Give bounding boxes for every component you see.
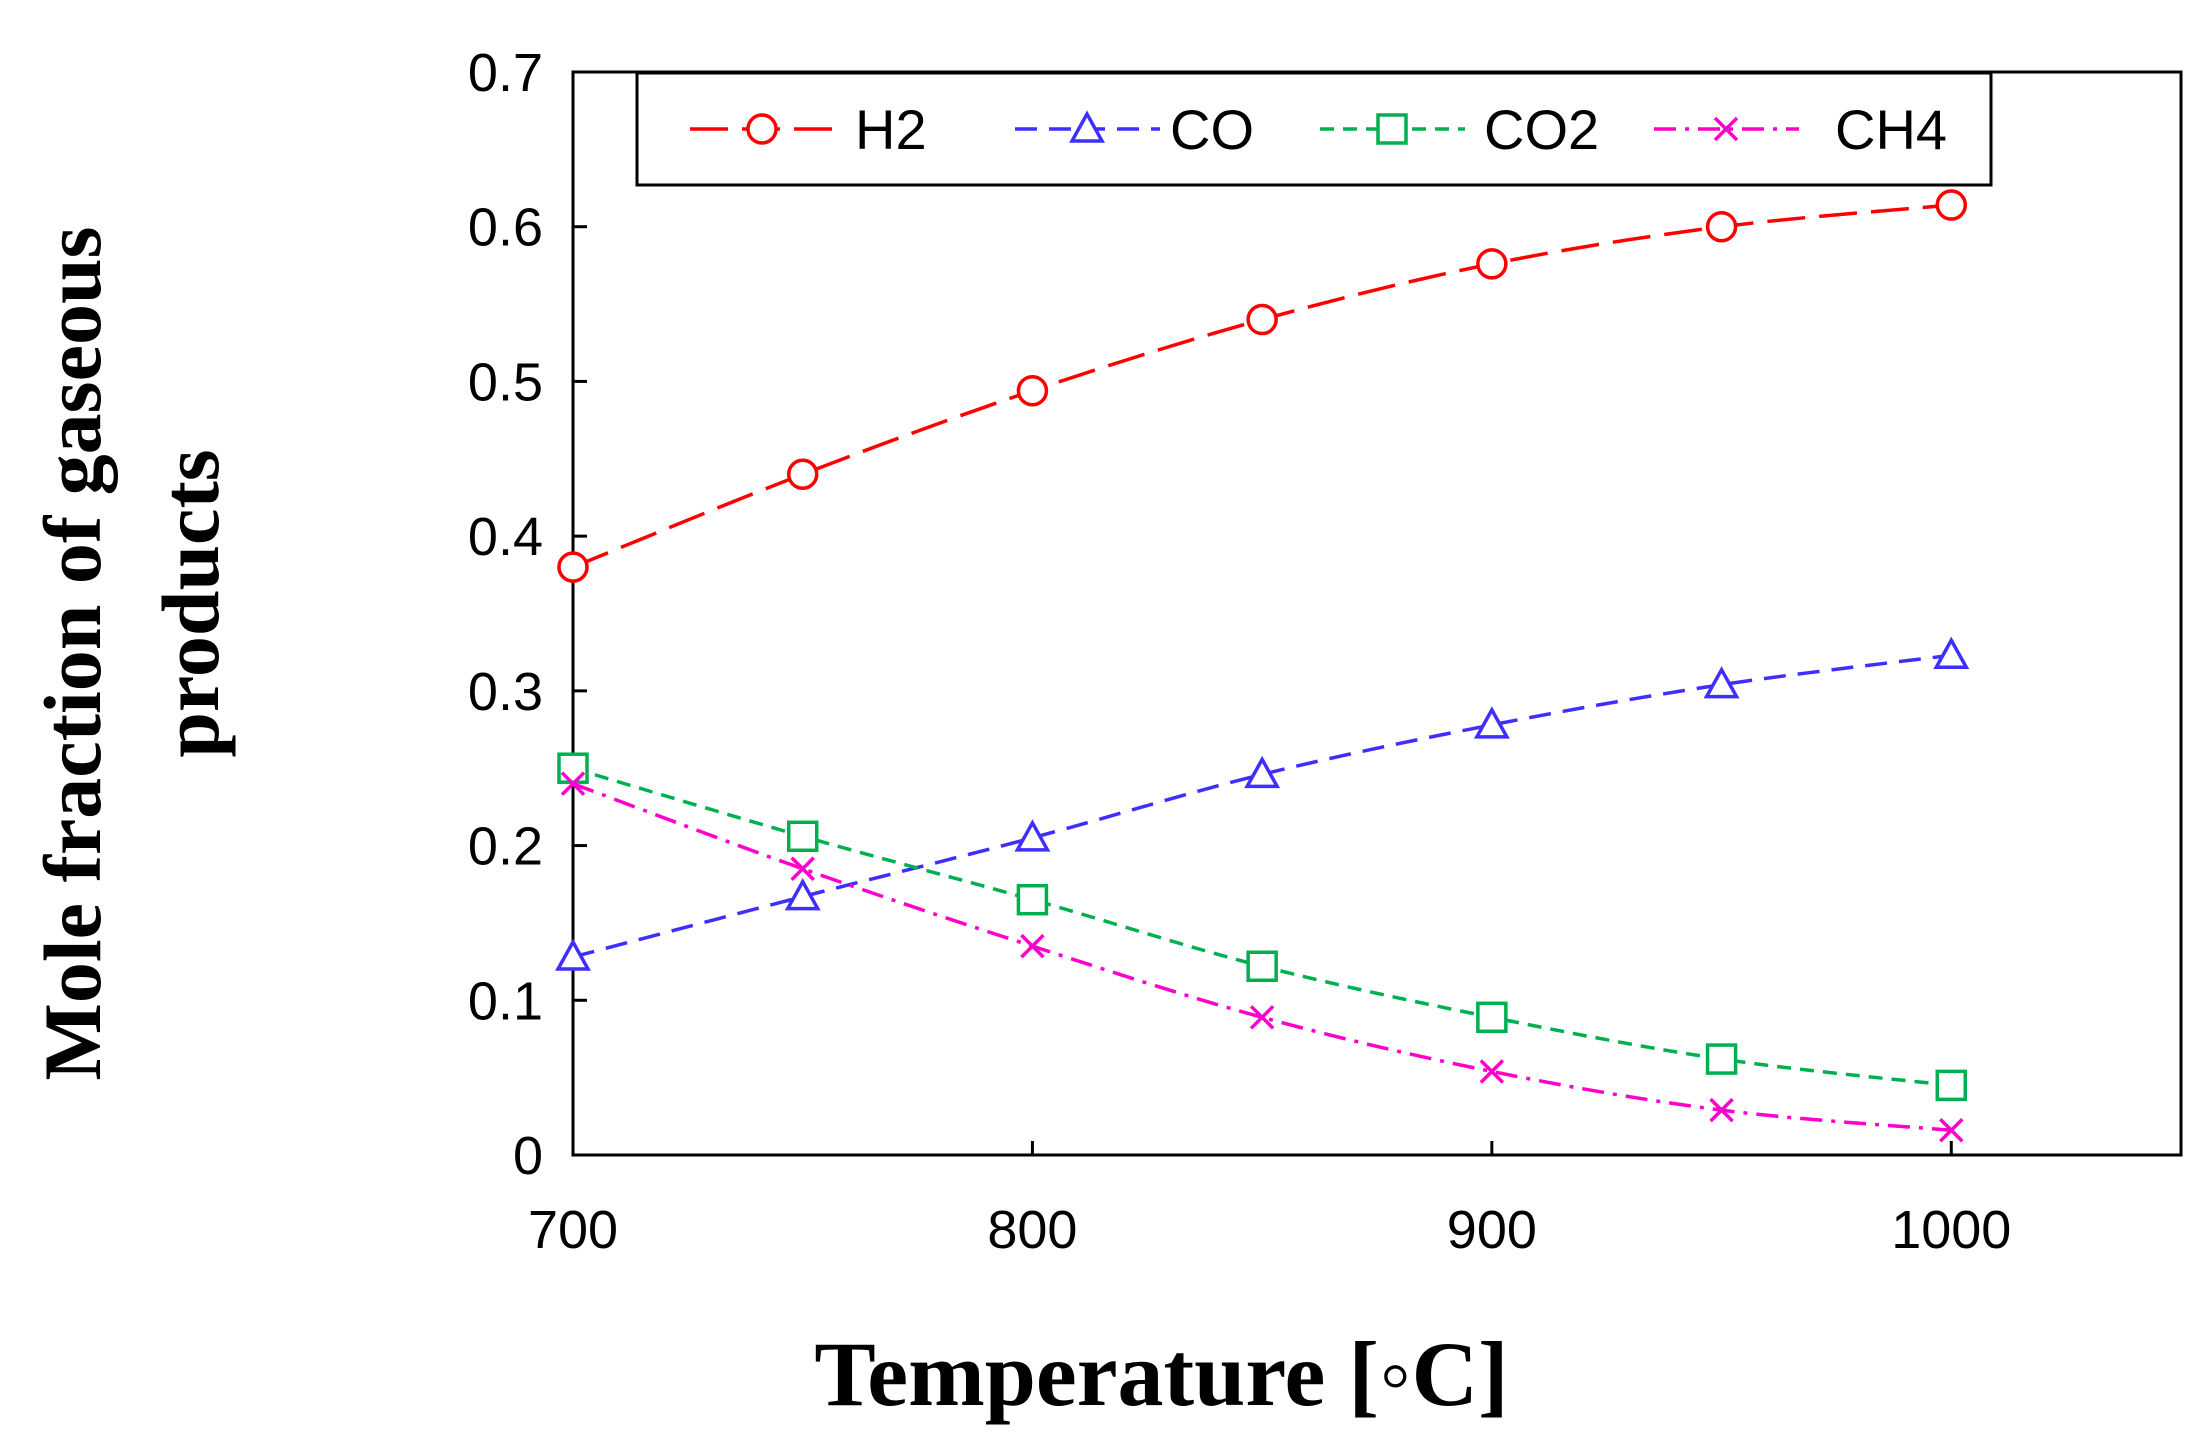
- data-point-ch4: [1709, 1097, 1734, 1123]
- legend-marker: [1069, 110, 1105, 143]
- data-point-co2: [1246, 950, 1278, 982]
- legend: H2 CO CO2 CH4: [635, 71, 1993, 187]
- series-h2: [557, 189, 1968, 583]
- data-point-ch4: [560, 771, 586, 796]
- y-tick-label: 0: [513, 1126, 543, 1186]
- data-point-co: [784, 878, 821, 911]
- data-point-ch4: [1939, 1118, 1964, 1143]
- data-point-co2: [1016, 883, 1049, 916]
- y-tick-label: 0.5: [468, 352, 543, 412]
- data-point-h2: [1935, 189, 1968, 221]
- data-point-co2: [1705, 1043, 1738, 1075]
- legend-label: CO: [1170, 98, 1254, 161]
- data-point-h2: [1705, 210, 1738, 243]
- series-ch4: [560, 771, 1964, 1143]
- data-point-h2: [786, 458, 819, 491]
- plot-layer: 0 0.1 0.2 0.3 0.4 0.5 0.6 0.7 700 800 900 1000: [468, 43, 2183, 1260]
- legend-label: CO2: [1484, 98, 1599, 161]
- data-point-ch4: [1020, 933, 1045, 959]
- data-point-co: [1933, 636, 1970, 670]
- y-tick-label: 0.2: [468, 817, 543, 877]
- data-point-co: [1703, 666, 1740, 699]
- series-line-co: [572, 653, 1952, 959]
- y-tick-label: 0.6: [468, 198, 543, 258]
- legend-entry-co: CO: [1015, 98, 1254, 161]
- y-tick-label: 0.4: [468, 507, 543, 567]
- series-line-h2: [572, 203, 1952, 569]
- legend-label: H2: [855, 98, 927, 161]
- y-tick-label: 0.3: [468, 662, 543, 722]
- data-point-ch4: [1479, 1059, 1505, 1084]
- series-layer: [555, 189, 1970, 1143]
- legend-marker: [746, 113, 778, 145]
- data-point-h2: [1476, 248, 1508, 280]
- y-axis-title-line-1: Mole fraction of gaseous: [27, 227, 118, 1081]
- y-tick-label: 0.7: [468, 43, 543, 103]
- series-co2: [557, 752, 1968, 1102]
- legend-marker: [1713, 116, 1739, 142]
- legend-entry-co2: CO2: [1320, 98, 1599, 161]
- x-tick-label: 1000: [1891, 1200, 2011, 1260]
- y-tick-label: 0.1: [468, 971, 543, 1031]
- legend-box: [635, 71, 1993, 187]
- data-point-co2: [1476, 1001, 1508, 1034]
- legend-label: CH4: [1835, 98, 1947, 161]
- data-point-h2: [1246, 303, 1278, 336]
- series-co: [555, 636, 1970, 971]
- data-point-ch4: [1249, 1005, 1275, 1030]
- data-point-co: [555, 938, 591, 971]
- x-tick-label: 800: [987, 1200, 1077, 1260]
- data-point-co: [1473, 706, 1510, 739]
- data-point-co: [1244, 755, 1281, 789]
- axis-titles: Temperature [◦C] Mole fraction of gaseous…: [27, 227, 1509, 1426]
- x-axis-title: Temperature [◦C]: [814, 1323, 1508, 1425]
- x-tick-label: 700: [528, 1200, 618, 1260]
- data-point-co2: [557, 752, 589, 784]
- y-axis-title-line-2: products: [145, 449, 236, 757]
- data-point-h2: [557, 551, 589, 583]
- data-point-h2: [1016, 374, 1049, 407]
- data-point-co2: [786, 820, 819, 853]
- data-point-co: [1014, 819, 1051, 852]
- legend-marker: [1376, 113, 1408, 145]
- data-point-co2: [1935, 1069, 1968, 1102]
- series-line-co2: [572, 766, 1952, 1088]
- legend-entry-ch4: CH4: [1654, 98, 1947, 161]
- x-tick-label: 900: [1447, 1200, 1537, 1260]
- data-point-ch4: [790, 856, 815, 882]
- legend-entry-h2: H2: [690, 98, 927, 161]
